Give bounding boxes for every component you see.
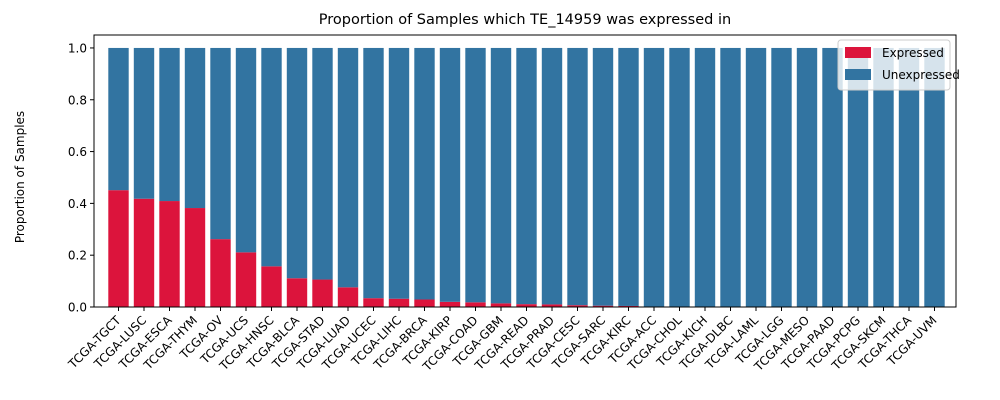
bar-unexpressed-tcga-prad	[541, 47, 563, 305]
y-tick-label: 0.6	[68, 145, 87, 159]
bar-unexpressed-tcga-dlbc	[720, 47, 741, 307]
bar-expressed-tcga-brca	[414, 299, 435, 307]
bar-unexpressed-tcga-uvm	[924, 47, 945, 307]
bar-unexpressed-tcga-lgg	[771, 47, 792, 307]
plot-frame	[93, 34, 957, 308]
bar-unexpressed-tcga-chol	[669, 47, 690, 307]
y-axis: 0.0 0.2 0.4 0.6 0.8 1.0	[68, 41, 94, 315]
bar-unexpressed-tcga-coad	[465, 47, 486, 303]
bar-unexpressed-tcga-read	[516, 47, 537, 305]
bar-unexpressed-tcga-acc	[643, 47, 665, 307]
bar-expressed-tcga-cesc	[567, 305, 588, 307]
bar-expressed-tcga-kirp	[439, 301, 461, 307]
bar-unexpressed-tcga-hnsc	[261, 47, 282, 267]
bar-unexpressed-tcga-esca	[159, 47, 180, 202]
bar-unexpressed-tcga-pcpg	[847, 47, 869, 307]
bar-unexpressed-tcga-ov	[210, 47, 231, 240]
bar-expressed-tcga-lusc	[133, 198, 155, 307]
y-axis-label: Proportion of Samples	[13, 111, 27, 243]
bar-expressed-tcga-lihc	[388, 298, 410, 307]
bar-unexpressed-tcga-thca	[898, 47, 920, 307]
bar-unexpressed-tcga-kirc	[618, 47, 639, 306]
bar-unexpressed-tcga-kich	[694, 47, 716, 307]
bar-unexpressed-tcga-ucec	[363, 47, 384, 299]
bar-expressed-tcga-tgct	[108, 190, 129, 307]
bar-expressed-tcga-prad	[541, 304, 563, 307]
y-tick-label: 0.2	[68, 249, 87, 263]
bar-expressed-tcga-thym	[184, 208, 206, 307]
y-tick-label: 0.4	[68, 197, 87, 211]
bar-expressed-tcga-sarc	[592, 305, 614, 307]
bars-group	[108, 47, 945, 307]
bar-unexpressed-tcga-gbm	[490, 47, 512, 304]
bar-unexpressed-tcga-thym	[184, 47, 206, 209]
bar-unexpressed-tcga-laml	[745, 47, 767, 307]
bar-unexpressed-tcga-sarc	[592, 47, 614, 306]
chart-title: Proportion of Samples which TE_14959 was…	[319, 12, 731, 28]
bar-expressed-tcga-ov	[210, 239, 231, 307]
bar-unexpressed-tcga-brca	[414, 47, 435, 300]
legend-label-unexpressed: Unexpressed	[882, 68, 960, 82]
legend-swatch-unexpressed	[845, 69, 871, 80]
bar-expressed-tcga-luad	[337, 287, 359, 307]
bar-unexpressed-tcga-paad	[822, 47, 843, 307]
legend-swatch-expressed	[845, 47, 871, 58]
bar-expressed-tcga-ucec	[363, 298, 384, 307]
bar-unexpressed-tcga-kirp	[439, 47, 461, 302]
bar-unexpressed-tcga-lusc	[133, 47, 155, 199]
bar-expressed-tcga-gbm	[490, 303, 512, 307]
bar-unexpressed-tcga-blca	[286, 47, 308, 279]
bar-expressed-tcga-read	[516, 304, 537, 307]
y-tick-label: 0.8	[68, 93, 87, 107]
bar-expressed-tcga-blca	[286, 278, 308, 307]
bar-unexpressed-tcga-skcm	[873, 47, 894, 307]
x-axis: TCGA-TGCTTCGA-LUSCTCGA-ESCATCGA-THYMTCGA…	[65, 307, 940, 374]
bar-unexpressed-tcga-stad	[312, 47, 333, 280]
bar-unexpressed-tcga-meso	[796, 47, 818, 307]
bar-unexpressed-tcga-ucs	[235, 47, 257, 253]
bar-expressed-tcga-ucs	[235, 252, 257, 307]
bar-unexpressed-tcga-lihc	[388, 47, 410, 299]
legend-label-expressed: Expressed	[882, 46, 944, 60]
bar-expressed-tcga-kirc	[618, 305, 639, 307]
bar-unexpressed-tcga-luad	[337, 47, 359, 288]
bar-expressed-tcga-esca	[159, 201, 180, 307]
y-tick-label: 0.0	[68, 301, 87, 315]
bar-expressed-tcga-coad	[465, 302, 486, 307]
y-tick-label: 1.0	[68, 41, 87, 55]
bar-expressed-tcga-hnsc	[261, 266, 282, 307]
legend: Expressed Unexpressed	[837, 39, 960, 91]
bar-unexpressed-tcga-tgct	[108, 47, 129, 191]
bar-unexpressed-tcga-cesc	[567, 47, 588, 306]
bar-expressed-tcga-stad	[312, 279, 333, 307]
